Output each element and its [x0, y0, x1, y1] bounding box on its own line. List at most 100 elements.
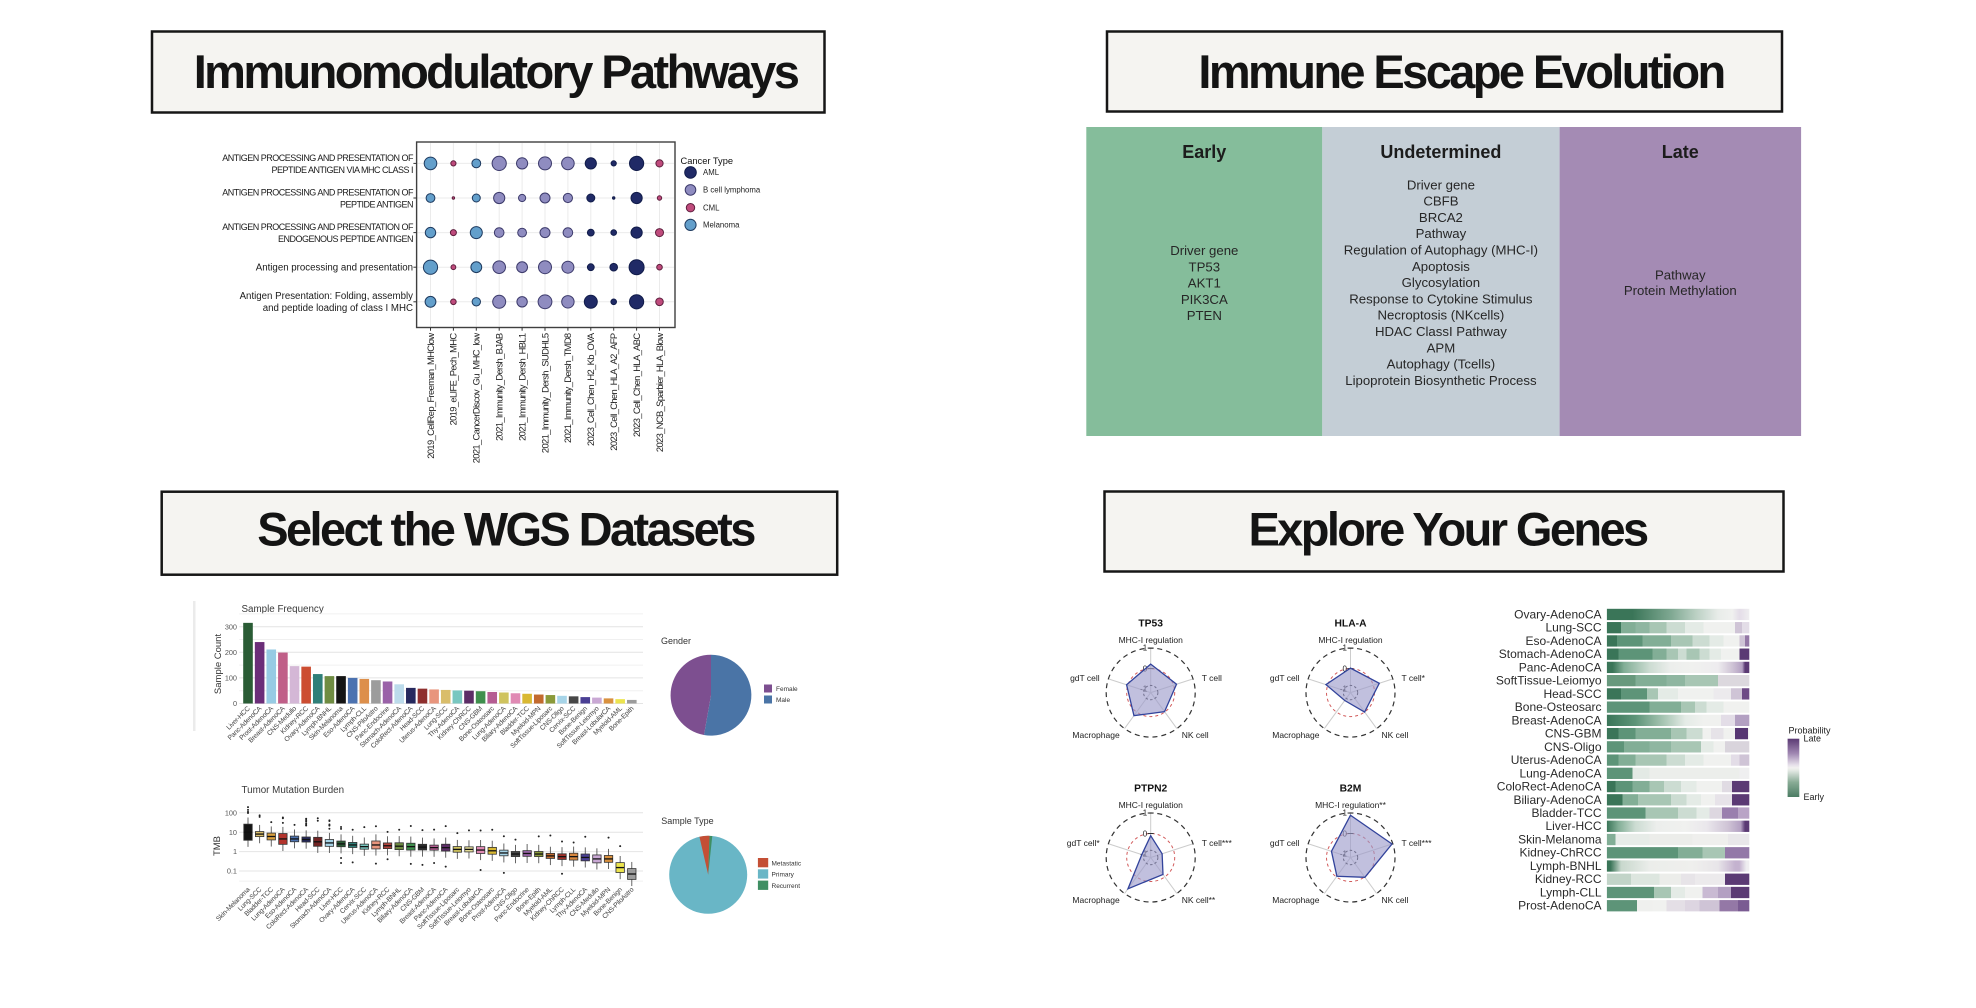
svg-text:Necroptosis (NKcells): Necroptosis (NKcells) — [1378, 308, 1505, 323]
svg-text:2023_Cell_Chen_HLA_ABC: 2023_Cell_Chen_HLA_ABC — [631, 333, 642, 437]
svg-text:Lung-SCC: Lung-SCC — [1545, 621, 1601, 635]
svg-text:100: 100 — [225, 808, 237, 817]
svg-text:200: 200 — [225, 648, 237, 657]
svg-text:Breast-AdenoCA: Breast-AdenoCA — [1511, 713, 1601, 727]
svg-text:Explore Your Genes: Explore Your Genes — [1248, 503, 1648, 556]
svg-text:Antigen Presentation: Folding,: Antigen Presentation: Folding, assembly — [240, 291, 414, 302]
svg-text:ColoRect-AdenoCA: ColoRect-AdenoCA — [1497, 780, 1602, 794]
svg-text:gdT cell: gdT cell — [1270, 673, 1300, 683]
svg-text:MHC-I regulation: MHC-I regulation — [1318, 635, 1383, 645]
svg-text:MHC-I regulation**: MHC-I regulation** — [1315, 800, 1387, 810]
svg-text:2021_Immunity_Dersh_SUDHL5: 2021_Immunity_Dersh_SUDHL5 — [539, 333, 550, 453]
svg-text:Skin-Melanoma: Skin-Melanoma — [1518, 833, 1602, 847]
svg-text:Sample Type: Sample Type — [661, 816, 713, 826]
svg-text:Kidney-ChRCC: Kidney-ChRCC — [1519, 846, 1601, 860]
svg-text:Early: Early — [1182, 142, 1226, 162]
svg-text:Sample Count: Sample Count — [213, 634, 224, 695]
svg-text:CNS-GBM: CNS-GBM — [1545, 727, 1602, 741]
svg-text:Ovary-AdenoCA: Ovary-AdenoCA — [1514, 607, 1601, 621]
svg-text:APM: APM — [1427, 340, 1456, 355]
svg-text:BRCA2: BRCA2 — [1419, 210, 1463, 225]
svg-text:Lymph-CLL: Lymph-CLL — [1540, 885, 1602, 899]
svg-text:Lymph-BNHL: Lymph-BNHL — [1530, 859, 1602, 873]
svg-text:Recurrent: Recurrent — [772, 883, 801, 890]
svg-text:NK cell: NK cell — [1182, 730, 1209, 740]
svg-text:Regulation of Autophagy (MHC-I: Regulation of Autophagy (MHC-I) — [1344, 243, 1538, 258]
svg-text:Lipoprotein Biosynthetic Proce: Lipoprotein Biosynthetic Process — [1345, 373, 1537, 388]
svg-text:Immune Escape Evolution: Immune Escape Evolution — [1198, 45, 1723, 98]
svg-text:CML: CML — [703, 204, 720, 213]
svg-text:Stomach-AdenoCA: Stomach-AdenoCA — [1499, 647, 1602, 661]
svg-text:1: 1 — [1143, 809, 1148, 818]
svg-text:Protein Methylation: Protein Methylation — [1624, 283, 1737, 298]
svg-text:Late: Late — [1804, 733, 1822, 743]
svg-text:B2M: B2M — [1340, 784, 1362, 795]
svg-text:ANTIGEN PROCESSING AND PRESENT: ANTIGEN PROCESSING AND PRESENTATION OF — [222, 187, 414, 197]
svg-text:Macrophage: Macrophage — [1072, 730, 1120, 740]
svg-text:Lung-AdenoCA: Lung-AdenoCA — [1519, 766, 1601, 780]
svg-text:10: 10 — [229, 828, 237, 837]
svg-text:AKT1: AKT1 — [1188, 276, 1221, 291]
svg-text:HLA-A: HLA-A — [1334, 619, 1367, 630]
svg-text:SoftTissue-Leiomyo: SoftTissue-Leiomyo — [1496, 674, 1602, 688]
svg-text:Driver gene: Driver gene — [1407, 177, 1475, 192]
svg-text:Biliary-AdenoCA: Biliary-AdenoCA — [1513, 793, 1601, 807]
svg-text:2021_CancerDiscov_Gu_MHC_low: 2021_CancerDiscov_Gu_MHC_low — [471, 333, 482, 464]
svg-text:Probability: Probability — [1789, 726, 1832, 736]
svg-text:PEPTIDE ANTIGEN: PEPTIDE ANTIGEN — [340, 199, 413, 209]
svg-text:Macrophage: Macrophage — [1272, 895, 1320, 905]
svg-text:Male: Male — [776, 697, 790, 704]
svg-text:gdT cell: gdT cell — [1270, 838, 1300, 848]
svg-text:Macrophage: Macrophage — [1072, 895, 1120, 905]
svg-text:Head-SCC: Head-SCC — [1543, 687, 1601, 701]
svg-text:Autophagy (Tcells): Autophagy (Tcells) — [1387, 357, 1495, 372]
svg-text:Uterus-AdenoCA: Uterus-AdenoCA — [1511, 753, 1602, 767]
svg-text:MHC-I regulation: MHC-I regulation — [1119, 800, 1184, 810]
svg-text:T cell: T cell — [1202, 673, 1222, 683]
svg-text:2021_Immunity_Dersh_BJAB: 2021_Immunity_Dersh_BJAB — [494, 333, 505, 441]
svg-text:PIK3CA: PIK3CA — [1181, 292, 1228, 307]
svg-text:PEPTIDE ANTIGEN VIA MHC CLASS: PEPTIDE ANTIGEN VIA MHC CLASS I — [271, 165, 413, 175]
svg-text:1: 1 — [1343, 809, 1348, 818]
svg-text:2023_NCB_Sparbier_HLA_Blow: 2023_NCB_Sparbier_HLA_Blow — [654, 333, 665, 452]
svg-text:Eso-AdenoCA: Eso-AdenoCA — [1525, 634, 1601, 648]
svg-text:2019_CellRep_Freeman_MHClow: 2019_CellRep_Freeman_MHClow — [425, 333, 436, 459]
svg-text:Pathway: Pathway — [1416, 226, 1467, 241]
svg-text:Sample Frequency: Sample Frequency — [242, 604, 324, 615]
svg-text:TMB: TMB — [212, 836, 223, 856]
svg-text:Early: Early — [1804, 792, 1825, 802]
svg-text:HDAC ClassI Pathway: HDAC ClassI Pathway — [1375, 324, 1507, 339]
svg-text:Liver-HCC: Liver-HCC — [1545, 819, 1601, 833]
svg-text:Pathway: Pathway — [1655, 268, 1706, 283]
svg-text:Metastatic: Metastatic — [772, 860, 802, 867]
svg-text:Tumor Mutation Burden: Tumor Mutation Burden — [242, 785, 345, 796]
svg-text:CNS-Oligo: CNS-Oligo — [1544, 740, 1602, 754]
svg-text:Late: Late — [1662, 142, 1699, 162]
svg-text:AML: AML — [703, 168, 720, 177]
svg-text:1: 1 — [1343, 644, 1348, 653]
svg-text:Undetermined: Undetermined — [1380, 142, 1501, 162]
svg-text:Cancer Type: Cancer Type — [681, 156, 734, 166]
svg-text:T cell*: T cell* — [1402, 673, 1426, 683]
svg-text:2023_Cell_Chen_HLA_A2_AFP: 2023_Cell_Chen_HLA_A2_AFP — [608, 333, 619, 451]
svg-text:Melanoma: Melanoma — [703, 221, 740, 230]
svg-text:NK cell**: NK cell** — [1182, 895, 1216, 905]
svg-text:NK cell: NK cell — [1382, 895, 1409, 905]
svg-text:Macrophage: Macrophage — [1272, 730, 1320, 740]
svg-text:TP53: TP53 — [1189, 259, 1221, 274]
svg-text:MHC-I regulation: MHC-I regulation — [1119, 635, 1184, 645]
svg-text:Gender: Gender — [661, 636, 691, 646]
svg-text:Bone-Osteosarc: Bone-Osteosarc — [1515, 700, 1602, 714]
svg-text:Female: Female — [776, 686, 798, 693]
svg-text:ANTIGEN PROCESSING AND PRESENT: ANTIGEN PROCESSING AND PRESENTATION OF — [222, 222, 414, 232]
svg-text:Primary: Primary — [772, 872, 795, 879]
svg-text:Kidney-RCC: Kidney-RCC — [1535, 872, 1602, 886]
svg-text:100: 100 — [225, 674, 237, 683]
svg-text:and peptide loading of class I: and peptide loading of class I MHC — [263, 303, 413, 314]
svg-text:Apoptosis: Apoptosis — [1412, 259, 1470, 274]
svg-text:TP53: TP53 — [1138, 619, 1163, 630]
svg-text:2023_Cell_Chen_H2_Kb_OVA: 2023_Cell_Chen_H2_Kb_OVA — [585, 332, 596, 446]
svg-text:CBFB: CBFB — [1423, 194, 1458, 209]
svg-text:0: 0 — [1343, 665, 1348, 674]
svg-text:ANTIGEN PROCESSING AND PRESENT: ANTIGEN PROCESSING AND PRESENTATION OF — [222, 153, 414, 163]
